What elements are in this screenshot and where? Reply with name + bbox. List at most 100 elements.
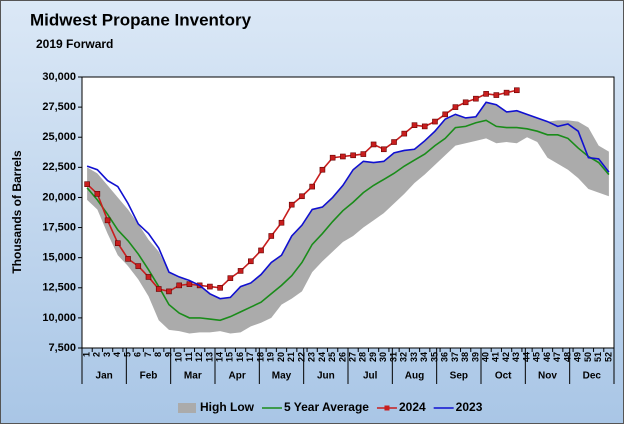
x-tick-label: 30 [378, 352, 388, 362]
x-tick-label: 38 [460, 352, 470, 362]
x-tick-label: 15 [225, 352, 235, 362]
series-marker [155, 286, 162, 292]
x-tick-label: 14 [214, 352, 224, 362]
series-marker [329, 154, 336, 161]
series-marker [483, 91, 489, 97]
series-marker [340, 153, 346, 160]
series-marker [442, 111, 448, 118]
series-marker [166, 288, 172, 295]
series-marker [370, 141, 377, 148]
series-marker [360, 151, 367, 157]
series-marker [473, 95, 479, 102]
x-tick-label: 49 [573, 352, 583, 362]
x-tick-label: 32 [399, 352, 409, 362]
y-tick-label: 7,500 [48, 342, 76, 354]
x-tick-label: 1 [81, 352, 91, 357]
series-marker [237, 268, 244, 274]
x-tick-label: 44 [521, 352, 531, 362]
y-tick-label: 17,500 [42, 221, 76, 233]
x-tick-label: 40 [480, 352, 490, 362]
x-tick-label: 28 [358, 352, 368, 362]
y-tick-label: 15,000 [42, 252, 76, 264]
series-marker [309, 183, 315, 190]
x-tick-label: 34 [419, 352, 429, 362]
series-marker [125, 256, 131, 262]
x-tick-label: 7 [143, 352, 153, 357]
x-tick-label: 29 [368, 352, 378, 362]
x-tick-label: 50 [583, 352, 593, 362]
series-marker [381, 146, 387, 153]
month-label: Jun [317, 371, 335, 382]
series-marker [207, 283, 213, 290]
series-marker [319, 166, 326, 173]
series-marker [104, 217, 111, 224]
series-marker [421, 123, 428, 130]
x-tick-label: 20 [276, 352, 286, 362]
x-tick-label: 39 [470, 352, 480, 362]
x-tick-label: 37 [450, 352, 460, 362]
x-tick-label: 26 [337, 352, 347, 362]
y-tick-label: 20,000 [42, 191, 76, 203]
y-tick-label: 27,500 [42, 101, 76, 113]
x-tick-label: 27 [347, 352, 357, 362]
y-axis-label: Thousands of Barrels [10, 150, 24, 274]
y-tick-label: 12,500 [42, 282, 76, 294]
series-marker [299, 193, 305, 200]
series-marker [493, 92, 500, 98]
x-tick-label: 6 [133, 352, 143, 357]
x-tick-label: 8 [153, 352, 163, 357]
y-tick-label: 30,000 [42, 71, 76, 83]
x-tick-label: 13 [204, 352, 214, 362]
month-label: Jul [363, 371, 378, 382]
x-tick-label: 36 [440, 352, 450, 362]
series-marker [217, 284, 223, 291]
series-marker [268, 233, 275, 239]
series-marker [145, 274, 152, 280]
x-tick-label: 52 [603, 352, 613, 362]
chart-subtitle: 2019 Forward [36, 37, 113, 51]
x-tick-label: 42 [501, 352, 511, 362]
y-tick-label: 10,000 [42, 312, 76, 324]
series-marker [84, 181, 90, 187]
x-tick-label: 48 [562, 352, 572, 362]
x-tick-label: 11 [184, 352, 194, 362]
series-marker [514, 87, 520, 94]
series-marker [135, 263, 142, 269]
series-marker [452, 104, 459, 110]
x-tick-label: 23 [307, 352, 317, 362]
month-label: Jan [96, 371, 113, 382]
x-tick-label: 17 [245, 352, 255, 362]
x-tick-label: 33 [409, 352, 419, 362]
legend-label: 2023 [456, 400, 483, 414]
x-tick-label: 45 [532, 352, 542, 362]
legend-label: High Low [200, 400, 255, 414]
chart-title: Midwest Propane Inventory [30, 10, 252, 29]
series-line [86, 119, 610, 322]
series-marker [391, 139, 397, 145]
x-tick-label: 10 [174, 352, 184, 362]
x-tick-label: 16 [235, 352, 245, 362]
series-marker [227, 275, 234, 281]
x-tick-label: 21 [286, 352, 296, 362]
month-label: Nov [538, 371, 557, 382]
x-tick-label: 9 [163, 352, 173, 357]
series-marker [248, 258, 254, 265]
x-tick-label: 46 [542, 352, 552, 362]
series-marker [176, 282, 182, 289]
x-tick-label: 35 [429, 352, 439, 362]
x-tick-label: 41 [491, 352, 501, 362]
series-marker [186, 281, 193, 287]
x-tick-label: 47 [552, 352, 562, 362]
x-tick-label: 22 [296, 352, 306, 362]
series-marker [462, 99, 469, 106]
x-tick-label: 19 [266, 352, 276, 362]
month-label: Sep [450, 371, 468, 382]
x-tick-label: 12 [194, 352, 204, 362]
series-marker [411, 122, 418, 128]
series-marker [503, 89, 510, 96]
x-tick-label: 2 [92, 352, 102, 357]
y-tick-label: 22,500 [42, 161, 76, 173]
series-marker [94, 191, 101, 197]
series-marker [258, 247, 264, 254]
